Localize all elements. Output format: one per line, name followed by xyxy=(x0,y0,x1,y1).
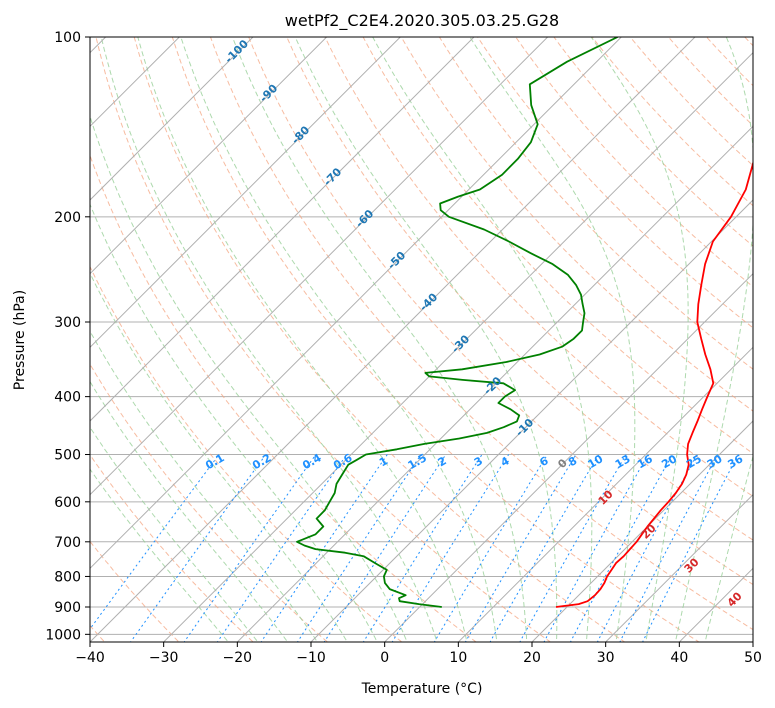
dry-adiabat-line xyxy=(90,540,180,642)
y-tick-label: 200 xyxy=(54,210,81,226)
dry-adiabat-line xyxy=(515,37,753,288)
isotherms xyxy=(90,37,753,642)
grid xyxy=(90,37,753,635)
mixing-ratio-line xyxy=(569,454,673,642)
isotherm-line xyxy=(90,37,181,128)
mixing-ratio-line xyxy=(543,454,649,642)
moist-adiabat-line xyxy=(180,37,498,642)
moist-adiabat-line xyxy=(90,330,319,642)
y-tick-label: 600 xyxy=(54,495,81,511)
isotherm-line xyxy=(90,37,623,570)
mixing-ratio-line xyxy=(433,454,548,642)
mixing-ratio-line xyxy=(464,454,577,642)
mixing-ratio-line xyxy=(183,454,317,642)
moist-adiabat-line xyxy=(469,37,636,642)
x-axis: −40 −30 −20 −10 0 10 20 30 40 50 xyxy=(75,642,762,666)
isotherm-line xyxy=(90,37,696,642)
x-tick-label: −30 xyxy=(149,650,179,666)
dry-adiabat-line xyxy=(324,37,753,498)
dry-adiabat-line xyxy=(209,37,753,631)
y-tick-label: 800 xyxy=(54,569,81,585)
isotherm-line xyxy=(457,346,753,642)
isotherm-line xyxy=(90,37,549,496)
dry-adiabat-line xyxy=(362,37,753,455)
dry-adiabats xyxy=(90,37,753,642)
x-tick-label: 20 xyxy=(523,650,541,666)
x-tick-label: −20 xyxy=(223,650,253,666)
y-tick-label: 400 xyxy=(54,390,81,406)
x-tick-label: −10 xyxy=(296,650,326,666)
isotherm-line xyxy=(383,272,753,642)
moist-adiabat-line xyxy=(90,426,259,642)
dry-adiabat-line xyxy=(171,37,700,642)
dry-adiabat-line xyxy=(400,37,753,412)
moist-adiabat-line xyxy=(704,454,753,642)
moist-adiabat-line xyxy=(90,468,229,642)
x-tick-label: −40 xyxy=(75,650,105,666)
plot-area: -100-90-80-70-60-50-40-30-20-100.1 0.2 0.4… xyxy=(90,37,753,642)
mixing-ratio-line xyxy=(129,454,267,642)
dry-adiabat-line xyxy=(90,265,403,642)
profile-series xyxy=(296,37,753,608)
dry-adiabat-line xyxy=(477,37,753,329)
isotherm-line xyxy=(90,37,475,422)
mixing-ratio-line xyxy=(216,454,348,642)
mixing-ratio-line xyxy=(596,454,698,642)
moist-adiabat-line xyxy=(100,37,438,642)
mixing-ratio-line xyxy=(489,454,600,642)
moist-adiabat-line xyxy=(90,114,408,642)
x-axis-label: Temperature (°C) xyxy=(361,681,483,697)
x-tick-label: 50 xyxy=(744,650,762,666)
dewpoint-line xyxy=(296,37,618,608)
moist-adiabat-line xyxy=(674,37,753,642)
moist-adiabat-line xyxy=(90,380,289,642)
mixing-ratio-lines xyxy=(90,454,739,642)
plot-frame xyxy=(89,36,754,643)
moist-adiabat-line xyxy=(372,37,593,642)
mixing-ratio-line xyxy=(519,454,627,642)
mixing-ratio-line xyxy=(619,454,719,642)
isotherm-line xyxy=(604,493,753,642)
x-tick-label: 10 xyxy=(449,650,467,666)
moist-adiabat-line xyxy=(137,37,468,642)
isotherm-line xyxy=(90,37,254,201)
isotherm-line xyxy=(90,37,402,349)
isotherm-line xyxy=(90,37,328,275)
moist-adiabat-line xyxy=(590,37,689,642)
x-tick-label: 30 xyxy=(597,650,615,666)
y-axis-label: Pressure (hPa) xyxy=(12,290,28,390)
x-tick-label: 40 xyxy=(670,650,688,666)
moist-adiabats xyxy=(90,37,753,642)
mixing-ratio-line xyxy=(642,454,739,642)
y-axis: 100 200 300 400 500 600 700 800 900 1000 xyxy=(45,30,90,643)
moist-adiabat-line xyxy=(294,37,558,642)
isotherm-line xyxy=(162,51,753,642)
moist-adiabat-line xyxy=(231,37,528,642)
moist-adiabat-line xyxy=(90,272,348,642)
temperature-line xyxy=(555,160,753,608)
isotherm-line xyxy=(310,199,753,642)
dry-adiabat-line xyxy=(248,37,753,586)
isotherm-line xyxy=(531,420,753,642)
y-tick-label: 100 xyxy=(54,30,81,46)
y-tick-label: 300 xyxy=(54,315,81,331)
x-tick-label: 0 xyxy=(380,650,389,666)
chart-title: wetPf2_C2E4.2020.305.03.25.G28 xyxy=(285,11,559,31)
y-tick-label: 500 xyxy=(54,448,81,464)
y-tick-label: 1000 xyxy=(45,627,81,643)
dry-adiabat-line xyxy=(286,37,753,541)
mixing-ratio-line xyxy=(362,454,483,642)
moist-adiabat-line xyxy=(90,203,378,642)
y-tick-label: 700 xyxy=(54,535,81,551)
y-tick-label: 900 xyxy=(54,600,81,616)
